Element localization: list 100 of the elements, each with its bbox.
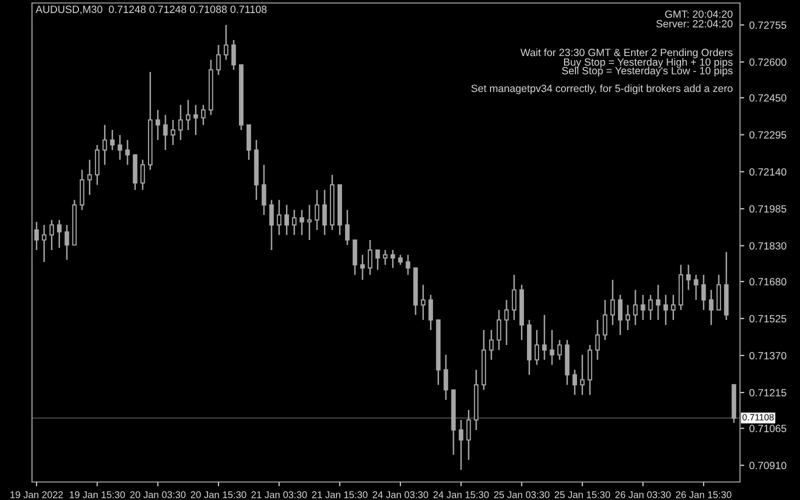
candlestick — [701, 274, 706, 311]
y-tick-label: 0.71525 — [749, 315, 786, 322]
candlestick — [216, 44, 221, 76]
chart-title: AUDUSD,M30 0.71248 0.71248 0.71088 0.71108 — [36, 6, 267, 14]
candlestick — [307, 204, 312, 241]
candlestick — [110, 129, 115, 151]
candlestick — [686, 264, 691, 291]
candlestick — [618, 294, 622, 336]
candlestick — [64, 224, 70, 260]
candlestick — [345, 209, 350, 246]
x-tick-label: 25 Jan 15:30 — [554, 491, 610, 498]
candlestick — [314, 189, 320, 231]
annotation: Set managetpv34 correctly, for 5-digit brokers add a zero — [471, 84, 733, 94]
candlestick — [398, 254, 403, 266]
candlestick — [163, 114, 168, 151]
candlestick — [178, 104, 183, 141]
candlestick — [34, 221, 39, 251]
candlestick — [671, 294, 676, 321]
candlestick — [648, 294, 653, 321]
annotation: GMT: 20:04:20 — [665, 10, 733, 18]
candlestick — [118, 134, 122, 160]
candlestick — [125, 139, 130, 166]
ref-line-label: 0.71108 — [742, 414, 774, 420]
annotation: Wait for 23:30 GMT & Enter 2 Pending Orders — [520, 48, 733, 58]
candlestick — [170, 119, 176, 146]
annotation: Server: 22:04:20 — [656, 20, 733, 28]
candlestick — [269, 199, 274, 251]
candlestick — [512, 274, 516, 321]
candlestick — [156, 109, 160, 141]
x-tick-label: 24 Jan 15:30 — [433, 491, 489, 498]
candlestick — [276, 199, 282, 236]
candlestick — [610, 279, 615, 326]
candlestick — [633, 289, 638, 326]
candlestick — [140, 159, 145, 191]
candlestick — [602, 299, 608, 341]
candlestick — [186, 99, 190, 131]
candlestick — [284, 204, 289, 236]
candlestick — [57, 219, 62, 249]
x-tick-label: 26 Jan 03:30 — [615, 491, 671, 498]
x-tick-label: 26 Jan 15:30 — [676, 491, 732, 498]
candlestick — [504, 299, 509, 346]
candlestick — [466, 409, 471, 460]
candlestick — [390, 249, 396, 269]
candlestick — [708, 289, 714, 326]
candlestick — [375, 249, 380, 271]
y-tick-label: 0.72600 — [749, 58, 786, 66]
x-tick-label: 19 Jan 15:30 — [70, 491, 125, 498]
y-tick-label: 0.72140 — [749, 168, 786, 176]
candlestick — [489, 329, 494, 360]
candlestick — [496, 309, 502, 351]
y-tick-label: 0.71830 — [749, 242, 786, 250]
candlestick — [382, 249, 388, 266]
candlestick — [663, 294, 668, 326]
candlestick — [572, 369, 578, 396]
candlestick — [360, 254, 365, 281]
candlestick — [368, 239, 372, 276]
candlestick — [49, 219, 54, 251]
candlestick — [322, 189, 327, 236]
candlestick — [694, 274, 698, 301]
candlestick — [428, 294, 433, 331]
candlestick — [550, 329, 554, 366]
y-tick-label: 0.71985 — [749, 205, 786, 213]
y-tick-label: 0.72450 — [749, 94, 786, 102]
candlestick — [42, 224, 46, 263]
y-tick-label: 0.71215 — [749, 389, 786, 396]
candlestick — [458, 419, 464, 471]
x-tick-label: 21 Jan 15:30 — [312, 491, 368, 498]
x-tick-label: 20 Jan 15:30 — [190, 491, 246, 498]
y-tick-label: 0.71065 — [749, 424, 786, 432]
candlestick — [534, 329, 540, 366]
candlestick — [231, 39, 236, 71]
candlestick — [626, 304, 630, 331]
candlestick — [580, 354, 585, 396]
candlestick — [87, 159, 92, 196]
candlestick — [557, 339, 562, 360]
candlestick — [406, 254, 410, 276]
candlestick — [102, 124, 108, 166]
candlestick — [201, 104, 206, 126]
candlestick — [595, 319, 600, 360]
y-tick-label: 0.70910 — [749, 462, 786, 470]
x-tick-label: 21 Jan 03:30 — [252, 491, 307, 498]
candlestick — [656, 284, 660, 321]
candlestick — [262, 164, 266, 216]
y-tick-label: 0.71680 — [749, 278, 786, 286]
candlestick — [300, 209, 304, 236]
candlestick — [292, 209, 297, 236]
candlestick — [640, 294, 646, 321]
annotation: Buy Stop = Yesterday High + 10 pips — [564, 58, 733, 68]
x-tick-label: 25 Jan 03:30 — [494, 491, 550, 498]
annotation: Sell Stop = Yesterday's Low - 10 pips — [562, 66, 733, 76]
y-tick-label: 0.71370 — [749, 352, 786, 360]
candlestick — [193, 104, 198, 136]
candlestick — [420, 284, 426, 321]
x-tick-label: 19 Jan 2022 — [10, 491, 63, 498]
x-tick-label: 24 Jan 03:30 — [372, 491, 428, 498]
candlestick — [542, 314, 547, 360]
y-tick-label: 0.72755 — [749, 21, 786, 29]
candlestick — [224, 24, 228, 60]
y-tick-label: 0.72295 — [749, 131, 786, 139]
x-tick-label: 20 Jan 03:30 — [130, 491, 186, 498]
